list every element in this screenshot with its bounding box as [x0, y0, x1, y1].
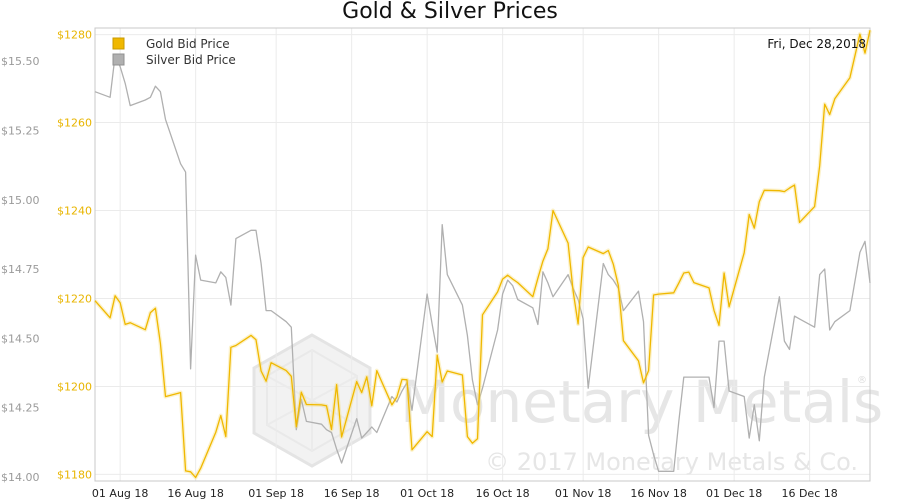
legend: Gold Bid Price Silver Bid Price	[112, 37, 236, 67]
x-tick-label: 01 Oct 18	[400, 487, 454, 500]
date-label: Fri, Dec 28,2018	[767, 37, 866, 51]
left-axis-ticks: $1280 $1260 $1240 $1220 $1200 $1180	[57, 29, 92, 482]
x-tick-label: 16 Aug 18	[167, 487, 223, 500]
y-right-tick-label: $14.00	[1, 471, 40, 484]
plot-frame	[94, 27, 871, 482]
y-right-tick-label: $15.50	[1, 55, 40, 68]
silver-price-line	[94, 55, 871, 472]
chart-title: Gold & Silver Prices	[342, 0, 558, 24]
gold-price-line	[94, 30, 871, 479]
legend-gold-label: Gold Bid Price	[146, 37, 230, 51]
x-tick-label: 16 Dec 18	[781, 487, 837, 500]
x-tick-label: 16 Nov 18	[630, 487, 686, 500]
y-right-tick-label: $15.00	[1, 194, 40, 207]
series-lines	[93, 29, 872, 480]
legend-gold-swatch	[112, 37, 125, 50]
legend-silver-label: Silver Bid Price	[146, 53, 236, 67]
x-tick-label: 16 Oct 18	[476, 487, 530, 500]
y-right-tick-label: $14.25	[1, 402, 40, 415]
y-left-tick-label: $1280	[57, 29, 92, 42]
x-tick-label: 16 Sep 18	[324, 487, 380, 500]
x-tick-label: 01 Dec 18	[706, 487, 762, 500]
legend-silver-swatch	[112, 53, 125, 66]
y-right-tick-label: $14.75	[1, 263, 40, 276]
y-left-tick-label: $1240	[57, 205, 92, 218]
y-left-tick-label: $1180	[57, 468, 92, 481]
x-tick-label: 01 Aug 18	[92, 487, 148, 500]
y-right-tick-label: $14.50	[1, 332, 40, 345]
y-right-tick-label: $15.25	[1, 125, 40, 138]
x-tick-label: 01 Nov 18	[555, 487, 611, 500]
y-left-tick-label: $1200	[57, 380, 92, 393]
x-axis-ticks: 01 Aug 18 16 Aug 18 01 Sep 18 16 Sep 18 01 O…	[92, 487, 838, 500]
right-axis-ticks: $15.50 $15.25 $15.00 $14.75 $14.50 $14.25 $14.…	[1, 55, 40, 484]
y-left-tick-label: $1260	[57, 117, 92, 130]
y-left-tick-label: $1220	[57, 292, 92, 305]
watermark: Monetary Metals © 2017 Monetary Metals &…	[252, 333, 883, 476]
x-tick-label: 01 Sep 18	[248, 487, 304, 500]
watermark-registered: ®	[857, 375, 867, 386]
